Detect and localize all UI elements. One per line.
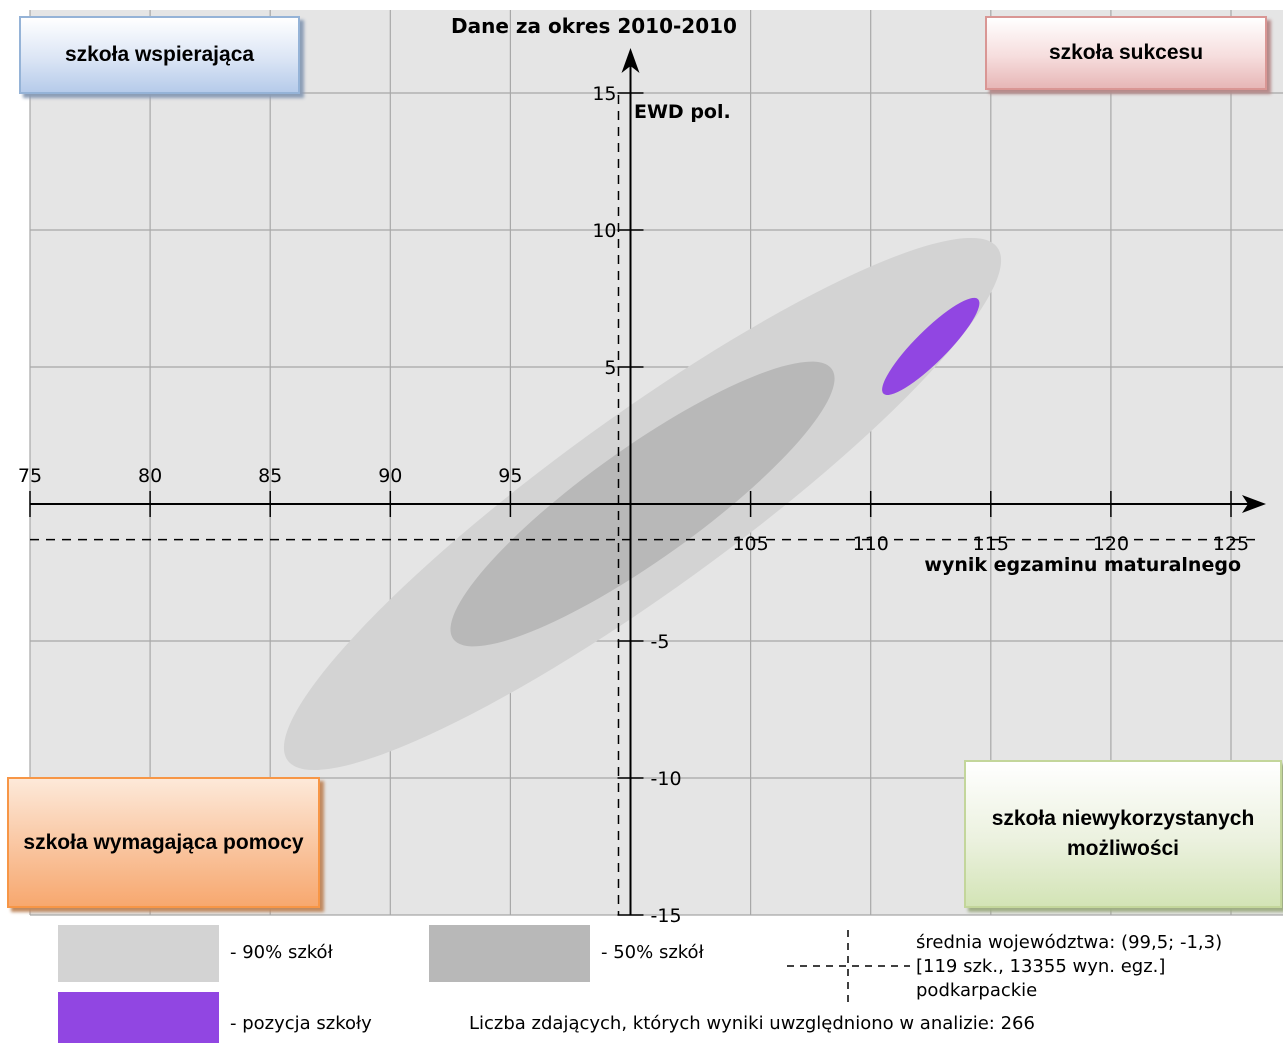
legend-average-line-2: [119 szk., 13355 wyn. egz.] bbox=[916, 956, 1165, 977]
y-tick-label--15: -15 bbox=[651, 905, 682, 927]
x-tick-label-75: 75 bbox=[18, 465, 42, 487]
y-tick-label--10: -10 bbox=[651, 768, 682, 790]
y-axis-label: EWD pol. bbox=[634, 101, 731, 123]
quadrant-label-untapped: szkoła niewykorzystanych możliwości bbox=[964, 760, 1282, 908]
x-tick-label-120: 120 bbox=[1093, 533, 1129, 555]
legend-average-line-3: podkarpackie bbox=[916, 980, 1037, 1001]
legend-average-line-1: średnia województwa: (99,5; -1,3) bbox=[916, 932, 1222, 953]
x-axis-label: wynik egzaminu maturalnego bbox=[924, 554, 1241, 576]
x-tick-label-110: 110 bbox=[853, 533, 889, 555]
x-tick-label-115: 115 bbox=[973, 533, 1009, 555]
average-lines bbox=[30, 95, 1260, 915]
quadrant-label-supporting: szkoła wspierająca bbox=[19, 16, 300, 94]
legend-label-school: - pozycja szkoły bbox=[230, 1013, 372, 1034]
legend-swatch-school bbox=[58, 992, 219, 1043]
legend-label-50: - 50% szkół bbox=[601, 942, 705, 963]
legend-label-90: - 90% szkół bbox=[230, 942, 334, 963]
quadrant-label-needs-help: szkoła wymagająca pomocy bbox=[7, 777, 320, 908]
axes bbox=[30, 48, 1266, 915]
y-tick-label--5: -5 bbox=[651, 631, 670, 653]
x-tick-label-85: 85 bbox=[258, 465, 282, 487]
x-tick-label-95: 95 bbox=[498, 465, 522, 487]
y-tick-label-15: 15 bbox=[592, 83, 616, 105]
x-tick-label-125: 125 bbox=[1213, 533, 1249, 555]
analysis-note: Liczba zdających, których wyniki uwzględ… bbox=[469, 1013, 1035, 1034]
y-tick-label-5: 5 bbox=[604, 357, 616, 379]
legend-average-marker bbox=[787, 930, 910, 1003]
legend-swatch-90 bbox=[58, 925, 219, 982]
x-axis-arrow bbox=[1242, 495, 1266, 513]
legend-swatch-50 bbox=[429, 925, 590, 982]
y-tick-label-10: 10 bbox=[592, 220, 616, 242]
quadrant-label-success: szkoła sukcesu bbox=[985, 16, 1267, 90]
x-tick-label-105: 105 bbox=[732, 533, 768, 555]
y-axis-arrow bbox=[621, 48, 640, 73]
chart-title: Dane za okres 2010-2010 bbox=[451, 14, 737, 38]
x-tick-label-80: 80 bbox=[138, 465, 162, 487]
x-tick-label-90: 90 bbox=[378, 465, 402, 487]
school-position-ellipse bbox=[882, 297, 980, 396]
